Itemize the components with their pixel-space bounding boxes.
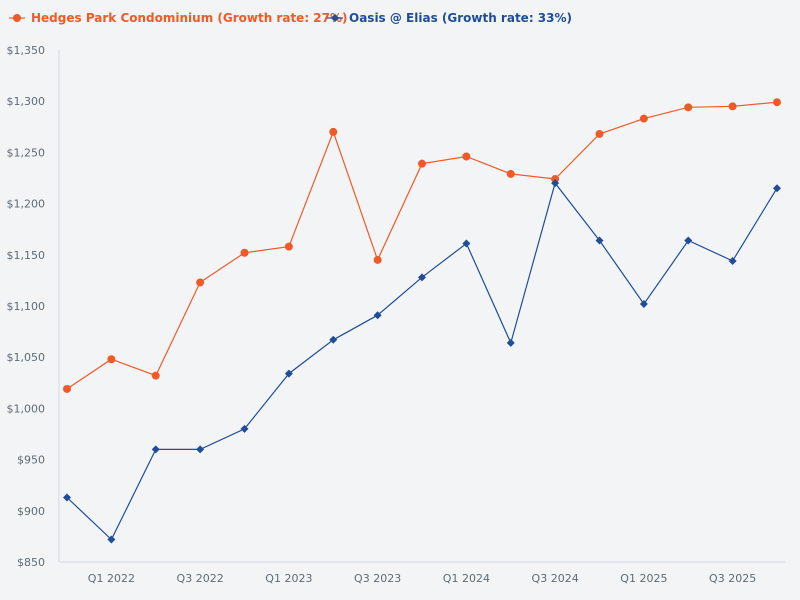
series-1: [63, 98, 781, 393]
data-point[interactable]: [63, 493, 71, 502]
data-point[interactable]: [595, 236, 604, 245]
y-tick-label: $1,100: [7, 300, 46, 313]
data-point[interactable]: [284, 369, 293, 378]
data-point[interactable]: [196, 445, 205, 454]
x-tick-label: Q1 2025: [620, 572, 667, 585]
data-point[interactable]: [329, 335, 338, 344]
legend-diamond-marker-icon: [331, 14, 339, 22]
data-point[interactable]: [240, 248, 249, 257]
x-tick-label: Q3 2022: [177, 572, 224, 585]
data-point[interactable]: [728, 256, 737, 265]
data-point[interactable]: [151, 371, 160, 380]
y-tick-label: $950: [17, 454, 45, 467]
data-point[interactable]: [639, 114, 648, 123]
x-tick-label: Q1 2024: [443, 572, 490, 585]
data-point[interactable]: [329, 127, 338, 136]
series-layer: [63, 98, 781, 544]
data-point[interactable]: [151, 445, 160, 454]
data-point[interactable]: [773, 184, 781, 193]
legend-item[interactable]: Hedges Park Condominium (Growth rate: 27…: [9, 11, 348, 25]
data-point[interactable]: [506, 169, 515, 178]
data-point[interactable]: [684, 103, 693, 112]
data-point[interactable]: [639, 299, 648, 308]
y-tick-label: $1,150: [7, 249, 46, 262]
data-point[interactable]: [107, 355, 116, 364]
y-tick-label: $1,250: [7, 146, 46, 159]
data-point[interactable]: [373, 311, 382, 320]
data-point[interactable]: [63, 384, 71, 393]
y-tick-label: $1,350: [7, 44, 46, 57]
series-line: [66, 101, 778, 390]
x-tick-label: Q3 2023: [354, 572, 401, 585]
data-point[interactable]: [684, 236, 693, 245]
x-tick-label: Q1 2022: [88, 572, 135, 585]
series-2: [63, 179, 781, 544]
legend-item[interactable]: Oasis @ Elias (Growth rate: 33%): [327, 11, 572, 25]
data-point[interactable]: [595, 129, 604, 138]
x-tick-label: Q1 2023: [265, 572, 312, 585]
data-point[interactable]: [551, 179, 560, 188]
data-point[interactable]: [773, 98, 781, 107]
legend-circle-marker-icon: [13, 14, 21, 22]
series-line: [66, 181, 778, 541]
y-tick-label: $1,200: [7, 198, 46, 211]
x-axis: Q1 2022 Q3 2022 Q1 2023 Q3 2023 Q1 2024 Q3 20…: [88, 572, 756, 585]
data-point[interactable]: [196, 278, 205, 287]
y-tick-label: $1,300: [7, 95, 46, 108]
data-point[interactable]: [418, 159, 426, 168]
data-point[interactable]: [373, 255, 382, 264]
data-point[interactable]: [284, 242, 293, 251]
legend-label: Oasis @ Elias (Growth rate: 33%): [349, 11, 572, 25]
data-point[interactable]: [551, 175, 560, 184]
legend-label: Hedges Park Condominium (Growth rate: 27…: [31, 11, 348, 25]
data-point[interactable]: [107, 535, 116, 544]
x-tick-label: Q3 2025: [709, 572, 756, 585]
y-axis: $850 $900 $950 $1,000 $1,050 $1,100 $1,150 $1,2…: [7, 44, 46, 569]
x-tick-label: Q3 2024: [532, 572, 579, 585]
data-point[interactable]: [462, 239, 471, 248]
legend: Hedges Park Condominium (Growth rate: 27…: [9, 11, 572, 25]
y-tick-label: $1,000: [7, 402, 46, 415]
y-tick-label: $900: [17, 505, 45, 518]
data-point[interactable]: [506, 338, 515, 347]
y-tick-label: $1,050: [7, 351, 46, 364]
data-point[interactable]: [418, 273, 426, 282]
data-point[interactable]: [462, 152, 471, 161]
y-tick-label: $850: [17, 556, 45, 569]
data-point[interactable]: [728, 102, 737, 111]
data-point[interactable]: [240, 424, 249, 433]
